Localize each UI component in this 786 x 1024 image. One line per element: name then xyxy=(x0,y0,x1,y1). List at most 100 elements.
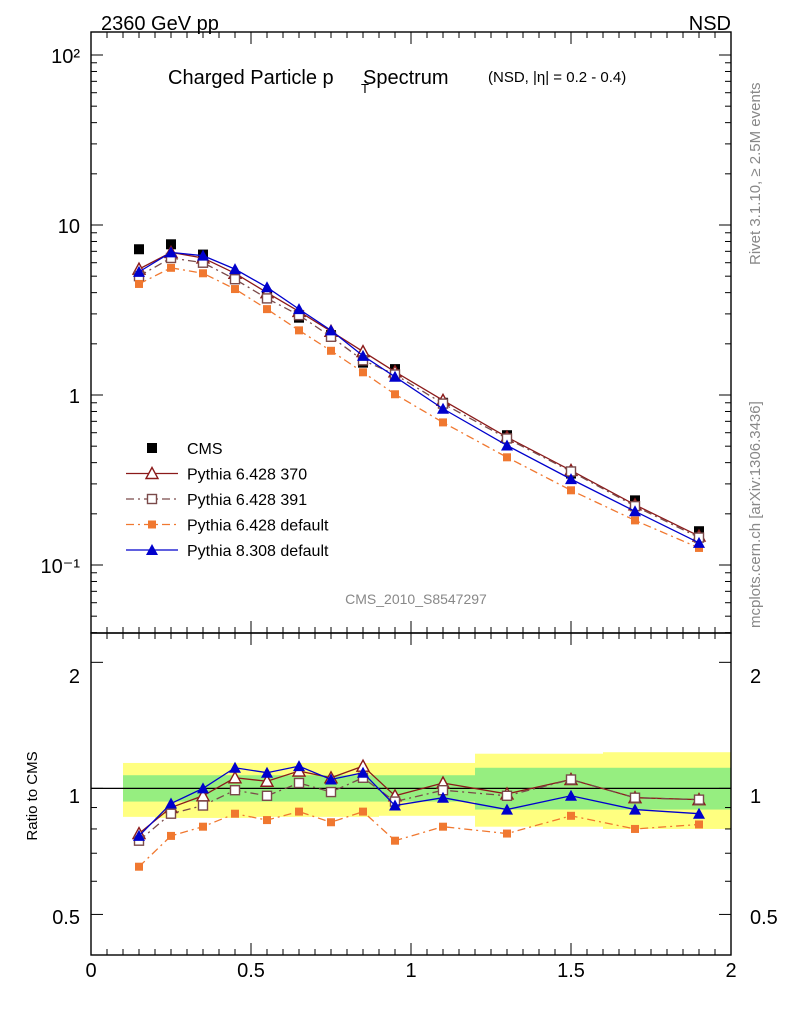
ratio-uncertainty-bands xyxy=(123,752,731,829)
series-pythia-8-308-default xyxy=(133,246,705,548)
legend-entry-pythia-8-308-default: Pythia 8.308 default xyxy=(126,543,329,560)
ratio-line-pythia-8-308-default xyxy=(138,765,700,837)
ratio-point-pythia-8-308-default-9 xyxy=(437,791,449,803)
ratio-point-pythia-8-308-default-8 xyxy=(389,799,401,811)
data-point-pythia-6-428-default-4 xyxy=(263,305,271,314)
y-tick-label-10: 10 xyxy=(58,216,80,238)
ratio-point-pythia-6-428-default-5 xyxy=(295,807,303,816)
ratio-point-pythia-6-428-default-4 xyxy=(263,816,271,825)
ratio-point-pythia-6-428-default-6 xyxy=(327,818,335,827)
ratio-series-pythia-6-428-default xyxy=(135,807,703,871)
data-point-pythia-8-308-default-6 xyxy=(325,324,337,336)
data-point-pythia-6-428-default-9 xyxy=(439,418,447,427)
x-tick-label-0.5: 0.5 xyxy=(237,960,265,982)
ratio-point-pythia-6-428-default-3 xyxy=(231,809,239,818)
data-point-pythia-6-428-default-0 xyxy=(135,279,143,288)
series-line-pythia-8-308-default xyxy=(138,251,700,544)
main-plot-title: Charged Particle p T Spectrum (NSD, |η| … xyxy=(168,67,626,96)
ratio-y-tick-left-2: 2 xyxy=(69,666,80,688)
title-main: Charged Particle p xyxy=(168,67,334,89)
legend: CMS Pythia 6.428 370 Pythia 6.428 391 Pythi… xyxy=(126,441,329,560)
y-tick-label-100: 10² xyxy=(51,46,80,68)
ratio-point-pythia-6-428-default-8 xyxy=(391,836,399,845)
x-tick-label-1: 1 xyxy=(405,960,416,982)
legend-entry-pythia-6-428-391: Pythia 6.428 391 xyxy=(126,492,307,509)
ratio-point-pythia-6-428-default-9 xyxy=(439,822,447,831)
ratio-point-pythia-6-428-391-10 xyxy=(501,790,513,801)
data-point-pythia-8-308-default-11 xyxy=(565,473,577,485)
data-point-pythia-6-428-default-1 xyxy=(167,263,175,272)
data-point-pythia-6-428-default-5 xyxy=(295,326,303,335)
legend-label-pythia-6-428-default: Pythia 6.428 default xyxy=(187,518,329,535)
rivet-version-text: Rivet 3.1.10, ≥ 2.5M events xyxy=(747,83,764,266)
data-point-pythia-6-428-default-10 xyxy=(503,453,511,462)
legend-label-cms: CMS xyxy=(187,441,223,458)
legend-label-pythia-8-308-default: Pythia 8.308 default xyxy=(187,543,329,560)
legend-marker-pythia-8-308-default xyxy=(146,544,158,555)
ratio-y-tick-labels: 2 1 0.5 2 1 0.5 xyxy=(52,666,778,929)
ratio-y-tick-right-2: 2 xyxy=(750,666,761,688)
ratio-point-pythia-6-428-391-4 xyxy=(261,790,273,801)
ratio-point-pythia-8-308-default-3 xyxy=(229,761,241,773)
ratio-point-pythia-8-308-default-4 xyxy=(261,766,273,778)
ratio-point-pythia-8-308-default-10 xyxy=(501,803,513,815)
ratio-point-pythia-6-428-370-3 xyxy=(227,770,243,784)
data-point-pythia-8-308-default-4 xyxy=(261,281,273,293)
x-tick-label-0: 0 xyxy=(85,960,96,982)
ratio-y-tick-left-0.5: 0.5 xyxy=(52,907,80,929)
ratio-line-pythia-6-428-391 xyxy=(138,777,700,842)
ratio-point-pythia-6-428-370-4 xyxy=(259,773,275,787)
legend-marker-pythia-6-428-default xyxy=(148,520,156,529)
title-rest: Spectrum xyxy=(363,67,449,89)
ratio-point-pythia-8-308-default-5 xyxy=(293,760,305,772)
ratio-line-pythia-6-428-default xyxy=(138,810,700,868)
ratio-point-pythia-6-428-391-3 xyxy=(229,785,241,796)
ratio-point-pythia-8-308-default-2 xyxy=(197,782,209,794)
title-subscript: T xyxy=(361,81,369,96)
ratio-point-pythia-8-308-default-13 xyxy=(693,807,705,819)
y-tick-label-1: 1 xyxy=(69,386,80,408)
data-point-pythia-8-308-default-12 xyxy=(629,505,641,517)
ratio-series-pythia-8-308-default xyxy=(133,760,705,841)
data-point-pythia-8-308-default-7 xyxy=(357,349,369,361)
data-point-pythia-6-428-default-8 xyxy=(391,390,399,399)
data-point-pythia-6-428-default-13 xyxy=(695,543,703,552)
data-point-pythia-6-428-391-3 xyxy=(229,273,241,285)
data-point-pythia-6-428-default-2 xyxy=(199,269,207,278)
ratio-point-pythia-8-308-default-6 xyxy=(325,773,337,785)
legend-entry-pythia-6-428-default: Pythia 6.428 default xyxy=(126,518,329,535)
mcplots-reference-text: mcplots.cern.ch [arXiv:1306.3436] xyxy=(747,401,764,628)
legend-entry-pythia-6-428-370: Pythia 6.428 370 xyxy=(126,466,307,484)
data-point-pythia-6-428-default-12 xyxy=(631,516,639,525)
ratio-point-pythia-6-428-default-10 xyxy=(503,829,511,838)
ratio-point-pythia-6-428-391-12 xyxy=(629,792,641,803)
ratio-point-pythia-6-428-default-7 xyxy=(359,807,367,816)
data-point-pythia-8-308-default-8 xyxy=(389,370,401,382)
ratio-series-layer xyxy=(131,758,707,871)
x-tick-label-1.5: 1.5 xyxy=(557,960,585,982)
main-series-layer xyxy=(131,239,707,552)
ratio-point-pythia-8-308-default-7 xyxy=(357,766,369,778)
data-point-pythia-6-428-391-4 xyxy=(261,293,273,304)
legend-marker-pythia-6-428-391 xyxy=(146,493,158,505)
data-point-pythia-6-428-default-11 xyxy=(567,486,575,495)
data-point-pythia-8-308-default-5 xyxy=(293,303,305,315)
legend-label-pythia-6-428-391: Pythia 6.428 391 xyxy=(187,492,307,509)
series-line-pythia-6-428-391 xyxy=(138,257,700,539)
ratio-point-pythia-6-428-default-11 xyxy=(567,811,575,820)
data-point-pythia-6-428-default-3 xyxy=(231,285,239,294)
legend-entry-cms: CMS xyxy=(147,441,223,458)
data-point-cms-1 xyxy=(166,239,176,250)
analysis-id: CMS_2010_S8547297 xyxy=(345,591,487,607)
x-tick-label-2: 2 xyxy=(725,960,736,982)
main-y-tick-labels: 10⁻¹ 1 10 10² xyxy=(41,46,81,578)
ratio-y-tick-left-1: 1 xyxy=(69,786,80,808)
legend-marker-pythia-6-428-370 xyxy=(144,466,160,480)
x-tick-labels: 0 0.5 1 1.5 2 xyxy=(85,960,736,982)
ratio-point-pythia-6-428-391-2 xyxy=(197,800,209,811)
ratio-point-pythia-6-428-default-0 xyxy=(135,862,143,871)
legend-label-pythia-6-428-370: Pythia 6.428 370 xyxy=(187,467,307,484)
energy-label: 2360 GeV pp xyxy=(101,13,219,35)
data-point-pythia-8-308-default-13 xyxy=(693,536,705,548)
